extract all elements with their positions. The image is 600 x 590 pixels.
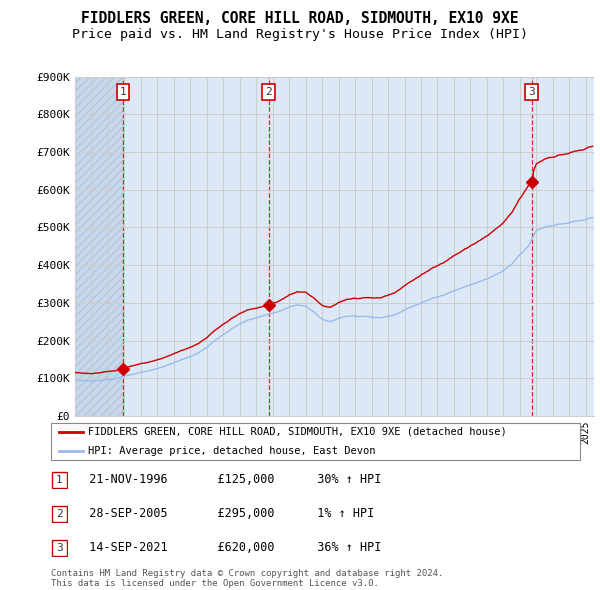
Text: 1: 1	[56, 475, 63, 484]
FancyBboxPatch shape	[52, 472, 67, 487]
Text: FIDDLERS GREEN, CORE HILL ROAD, SIDMOUTH, EX10 9XE: FIDDLERS GREEN, CORE HILL ROAD, SIDMOUTH…	[81, 11, 519, 25]
Text: 1: 1	[119, 87, 126, 97]
Text: 3: 3	[528, 87, 535, 97]
FancyBboxPatch shape	[52, 506, 67, 522]
FancyBboxPatch shape	[50, 423, 580, 460]
Text: Price paid vs. HM Land Registry's House Price Index (HPI): Price paid vs. HM Land Registry's House …	[72, 28, 528, 41]
Text: 14-SEP-2021       £620,000      36% ↑ HPI: 14-SEP-2021 £620,000 36% ↑ HPI	[75, 541, 382, 554]
Bar	[75, 77, 123, 416]
Text: 2: 2	[265, 87, 272, 97]
Text: HPI: Average price, detached house, East Devon: HPI: Average price, detached house, East…	[88, 446, 376, 456]
Text: FIDDLERS GREEN, CORE HILL ROAD, SIDMOUTH, EX10 9XE (detached house): FIDDLERS GREEN, CORE HILL ROAD, SIDMOUTH…	[88, 427, 507, 437]
Text: 2: 2	[56, 509, 63, 519]
Text: 28-SEP-2005       £295,000      1% ↑ HPI: 28-SEP-2005 £295,000 1% ↑ HPI	[75, 507, 374, 520]
Text: 21-NOV-1996       £125,000      30% ↑ HPI: 21-NOV-1996 £125,000 30% ↑ HPI	[75, 473, 382, 486]
Text: Contains HM Land Registry data © Crown copyright and database right 2024.
This d: Contains HM Land Registry data © Crown c…	[51, 569, 443, 588]
FancyBboxPatch shape	[52, 540, 67, 556]
Text: 3: 3	[56, 543, 63, 553]
